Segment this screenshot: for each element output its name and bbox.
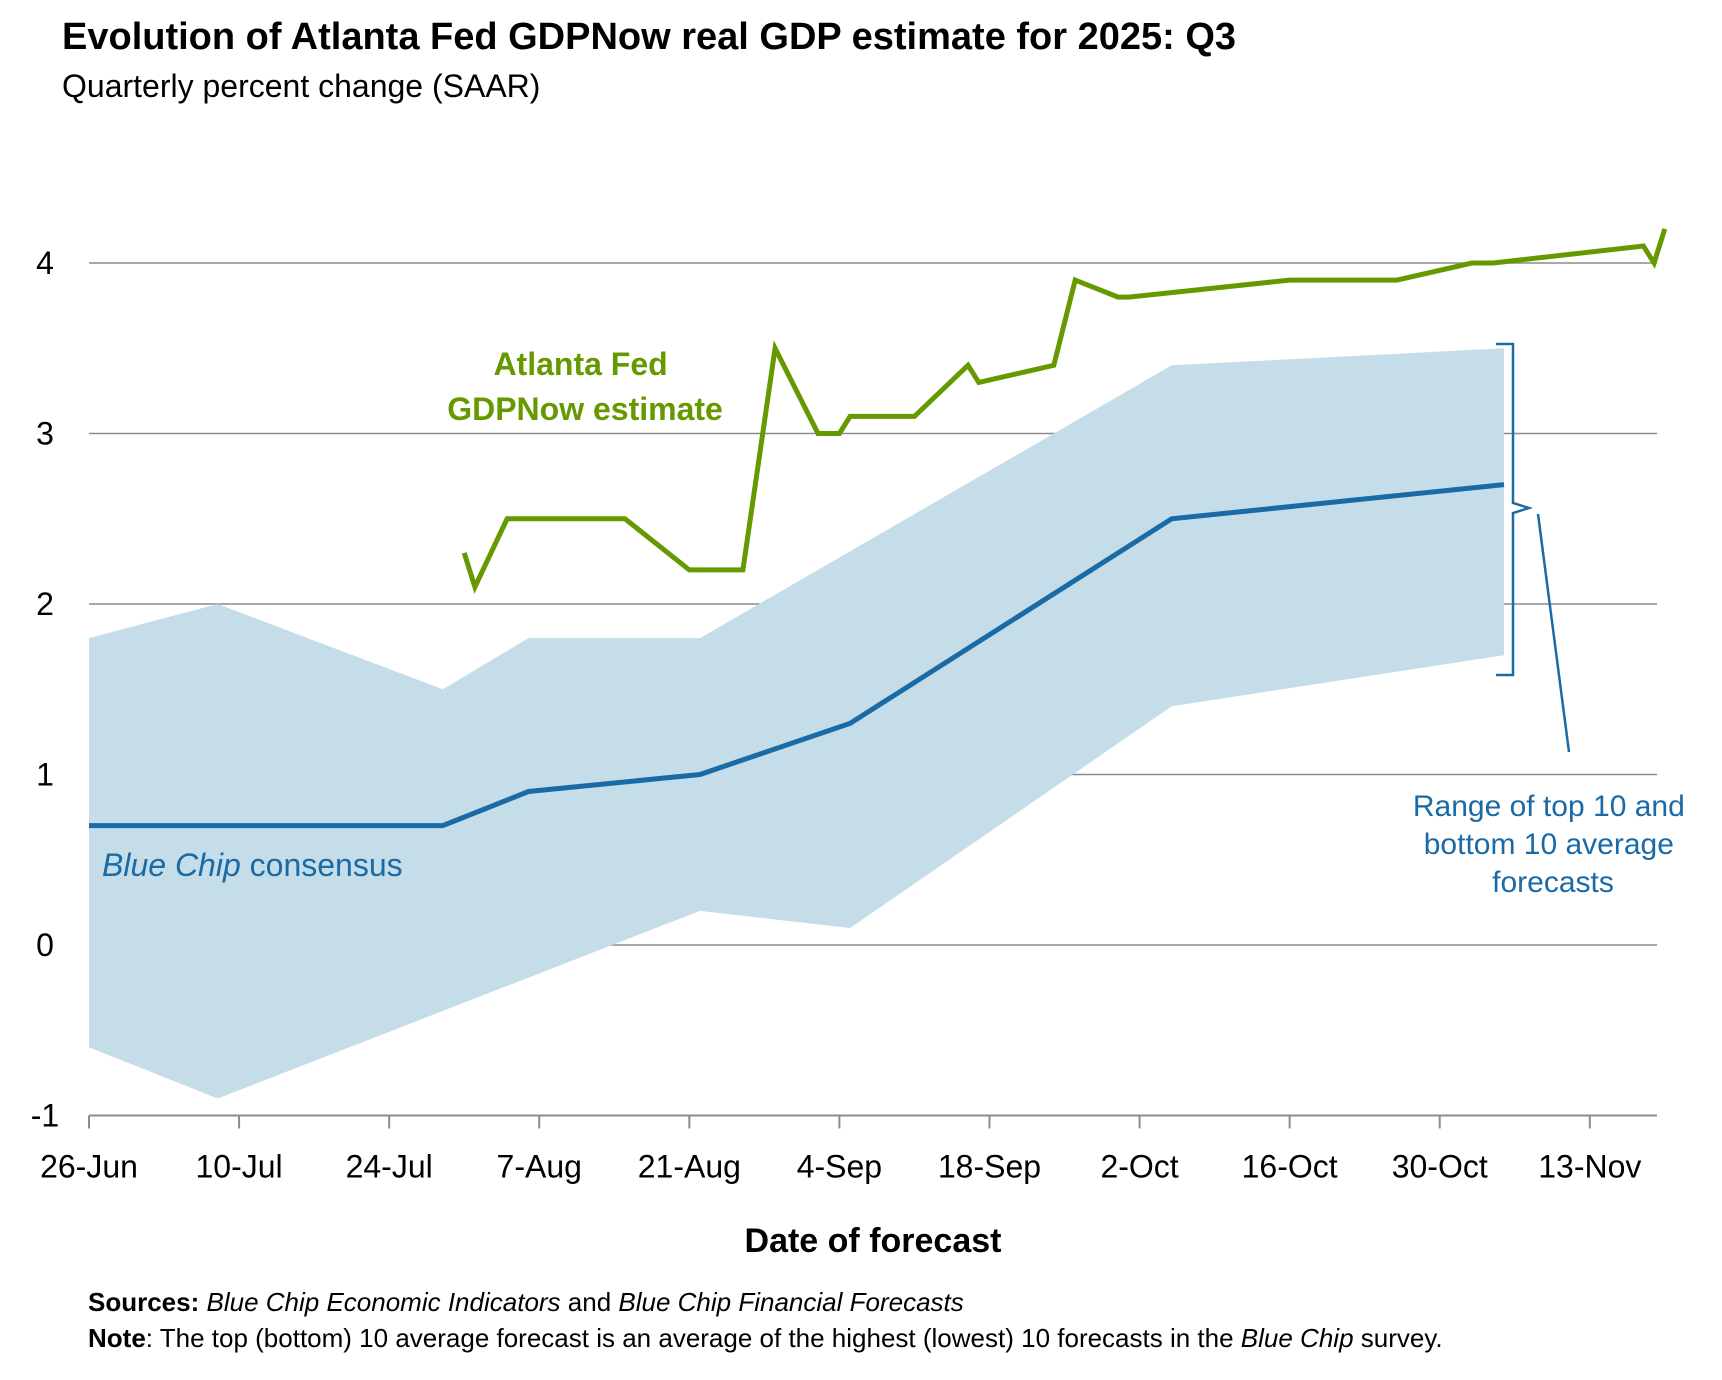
gdpnow-label-line2: GDPNow estimate bbox=[447, 391, 723, 427]
range-bracket bbox=[1496, 342, 1534, 677]
y-tick-label: 0 bbox=[36, 927, 54, 963]
consensus-label: Blue Chip consensus bbox=[102, 847, 403, 883]
y-tick-label: 3 bbox=[36, 416, 54, 452]
y-tick-label: 1 bbox=[36, 757, 54, 793]
sources-and: and bbox=[560, 1287, 619, 1317]
x-tick-label: 7-Aug bbox=[497, 1149, 582, 1185]
x-tick-label: 13-Nov bbox=[1538, 1149, 1641, 1185]
note-italic: Blue Chip bbox=[1240, 1323, 1354, 1353]
forecast-range-band bbox=[89, 348, 1504, 1099]
y-tick-label: -1 bbox=[31, 1098, 59, 1134]
x-tick-label: 21-Aug bbox=[638, 1149, 741, 1185]
x-axis-title: Date of forecast bbox=[745, 1222, 1002, 1260]
x-tick-label: 18-Sep bbox=[938, 1149, 1041, 1185]
sources-title-1: Blue Chip Economic Indicators bbox=[206, 1287, 561, 1317]
range-label-line1: Range of top 10 and bbox=[1413, 790, 1685, 823]
chart-title: Evolution of Atlanta Fed GDPNow real GDP… bbox=[62, 16, 1237, 58]
chart-subtitle: Quarterly percent change (SAAR) bbox=[62, 68, 541, 104]
consensus-label-rest: consensus bbox=[241, 847, 403, 883]
x-tick-label: 26-Jun bbox=[40, 1149, 138, 1185]
x-tick-label: 30-Oct bbox=[1392, 1149, 1488, 1185]
gdpnow-chart: 4 3 2 1 0 -1 26-Jun 10-Jul 24-Jul 7-Aug 21-Aug 4-Se… bbox=[31, 228, 1693, 1260]
range-label-line3: forecasts bbox=[1492, 866, 1614, 899]
note-end: survey. bbox=[1353, 1323, 1443, 1353]
range-pointer-line bbox=[1536, 513, 1571, 753]
y-tick-label: 4 bbox=[36, 245, 54, 281]
footnote: Note: The top (bottom) 10 average foreca… bbox=[88, 1323, 1443, 1354]
x-tick-label: 4-Sep bbox=[797, 1149, 882, 1185]
blue-chip-consensus-line bbox=[89, 482, 1505, 829]
sources-title-2: Blue Chip Financial Forecasts bbox=[618, 1287, 964, 1317]
consensus-label-italic: Blue Chip bbox=[102, 847, 241, 883]
x-tick-label: 16-Oct bbox=[1242, 1149, 1338, 1185]
gdpnow-line bbox=[461, 228, 1668, 594]
sources-label: Sources: bbox=[88, 1287, 200, 1317]
gdpnow-label: Atlanta Fed GDPNow estimate bbox=[447, 346, 723, 427]
x-tick-label: 2-Oct bbox=[1100, 1149, 1178, 1185]
x-tick-label: 24-Jul bbox=[346, 1149, 433, 1185]
range-label-line2: bottom 10 average bbox=[1424, 828, 1674, 861]
range-label: Range of top 10 and bottom 10 average fo… bbox=[1413, 790, 1693, 899]
y-tick-label: 2 bbox=[36, 586, 54, 622]
gdpnow-label-line1: Atlanta Fed bbox=[493, 346, 667, 382]
x-tick-label: 10-Jul bbox=[196, 1149, 283, 1185]
sources-note: Sources: Blue Chip Economic Indicators a… bbox=[88, 1287, 964, 1318]
note-label: Note bbox=[88, 1323, 146, 1353]
note-text: : The top (bottom) 10 average forecast i… bbox=[145, 1323, 1241, 1353]
